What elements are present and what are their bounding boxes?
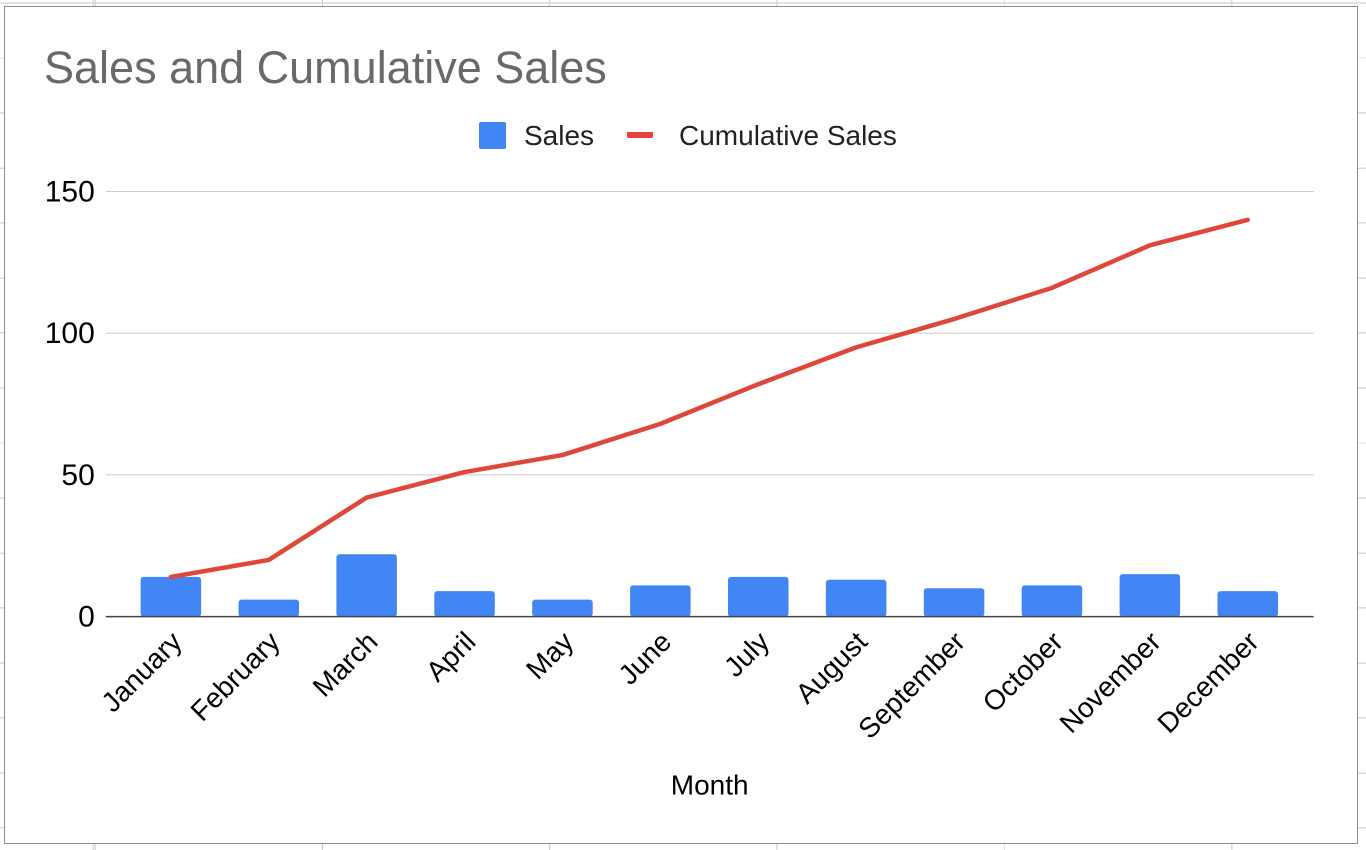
svg-text:September: September	[852, 626, 971, 745]
svg-text:July: July	[718, 626, 775, 683]
svg-text:August: August	[790, 626, 874, 710]
svg-text:50: 50	[61, 459, 94, 492]
svg-text:January: January	[95, 626, 187, 718]
svg-text:October: October	[977, 626, 1069, 718]
svg-text:April: April	[420, 626, 482, 688]
svg-text:100: 100	[45, 317, 95, 350]
svg-text:March: March	[307, 626, 384, 703]
svg-text:0: 0	[78, 601, 95, 634]
svg-text:November: November	[1054, 626, 1167, 739]
svg-text:June: June	[612, 626, 677, 691]
svg-text:February: February	[185, 626, 286, 727]
svg-text:December: December	[1151, 626, 1264, 739]
svg-text:Month: Month	[671, 770, 749, 801]
svg-text:150: 150	[45, 176, 95, 209]
svg-text:May: May	[520, 626, 579, 685]
